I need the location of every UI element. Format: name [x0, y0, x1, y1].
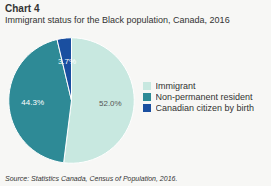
svg-text:44.3%: 44.3%	[21, 98, 44, 107]
html-text:Immigrant: Immigrant	[155, 81, 196, 92]
svg-text:52.0%: 52.0%	[99, 99, 122, 108]
html-text:Source: Statistics Canada, Cen: Source: Statistics Canada, Census of Pop…	[5, 175, 178, 182]
html-text:Immigrant status for the Black: Immigrant status for the Black populatio…	[5, 15, 230, 25]
svg-text:3.7%: 3.7%	[58, 57, 76, 66]
html-text:Chart 4: Chart 4	[5, 3, 40, 14]
html-text:Canadian citizen by birth: Canadian citizen by birth	[155, 103, 255, 114]
html-text:Non-permanent resident: Non-permanent resident	[155, 92, 253, 103]
